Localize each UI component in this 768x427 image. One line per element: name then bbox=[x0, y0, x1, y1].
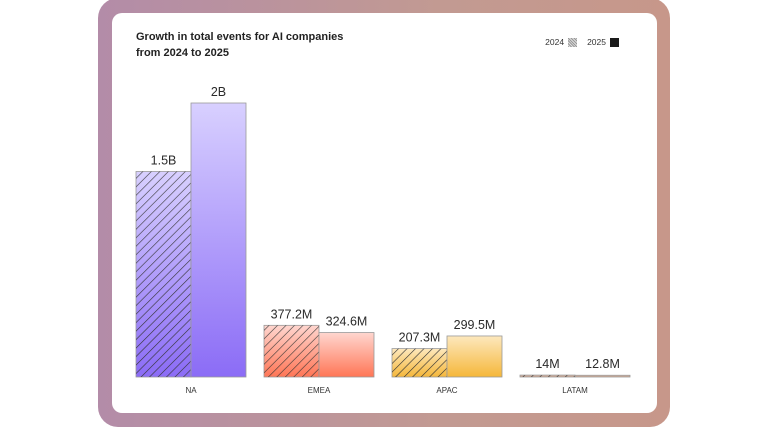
bar-hatch-na-2024 bbox=[136, 171, 191, 377]
title-line-1: Growth in total events for AI companies bbox=[136, 31, 344, 43]
category-label-na: NA bbox=[185, 386, 197, 395]
legend-swatch-solid bbox=[610, 37, 619, 47]
data-label-emea-2024: 377.2M bbox=[271, 307, 313, 321]
title-line-2: from 2024 to 2025 bbox=[136, 47, 229, 59]
chart-title: Growth in total events for AI companies … bbox=[136, 29, 343, 61]
category-label-apac: APAC bbox=[436, 386, 457, 395]
bar-hatch-apac-2024 bbox=[392, 348, 447, 377]
data-label-latam-2025: 12.8M bbox=[585, 357, 620, 371]
data-label-na-2024: 1.5B bbox=[151, 154, 177, 168]
data-label-apac-2024: 207.3M bbox=[399, 331, 441, 345]
legend: 2024 2025 bbox=[545, 37, 625, 47]
data-label-latam-2024: 14M bbox=[535, 357, 559, 371]
data-label-apac-2025: 299.5M bbox=[454, 318, 496, 332]
category-label-emea: EMEA bbox=[308, 386, 331, 395]
bar-hatch-latam-2024 bbox=[520, 375, 575, 377]
legend-label-2025: 2025 bbox=[587, 37, 606, 47]
data-label-na-2025: 2B bbox=[211, 85, 226, 99]
category-label-latam: LATAM bbox=[562, 386, 588, 395]
bar-na-2025 bbox=[190, 102, 247, 378]
bar-emea-2025 bbox=[318, 332, 375, 378]
bar-hatch-emea-2024 bbox=[264, 325, 319, 377]
data-label-emea-2025: 324.6M bbox=[326, 315, 368, 329]
legend-swatch-hatched bbox=[568, 37, 578, 47]
bar-apac-2025 bbox=[446, 335, 503, 378]
legend-label-2024: 2024 bbox=[545, 37, 565, 47]
bar-latam-2025 bbox=[574, 374, 631, 378]
